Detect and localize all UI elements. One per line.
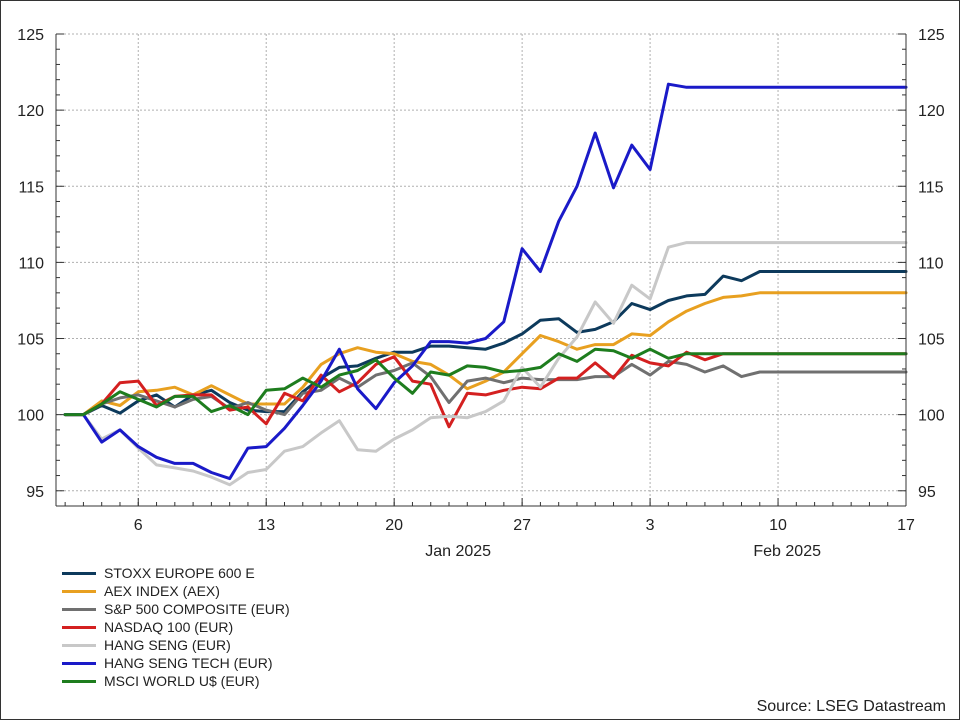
legend-label: MSCI WORLD U$ (EUR)	[104, 673, 260, 689]
y-tick-label-left: 105	[17, 332, 44, 349]
y-tick-label-right: 120	[918, 103, 945, 120]
y-tick-label-left: 125	[17, 27, 44, 44]
legend-label: HANG SENG TECH (EUR)	[104, 655, 273, 671]
legend-swatch	[62, 625, 96, 629]
series-line	[63, 270, 908, 417]
x-tick-label: 20	[385, 517, 403, 534]
y-tick-label-left: 120	[17, 103, 44, 120]
x-month-label: Jan 2025	[425, 543, 491, 560]
x-tick-label: 3	[646, 517, 655, 534]
x-tick-label: 17	[897, 517, 915, 534]
legend-label: NASDAQ 100 (EUR)	[104, 619, 234, 635]
y-tick-label-right: 105	[918, 332, 945, 349]
x-tick-label: 27	[513, 517, 531, 534]
source-note: Source: LSEG Datastream	[756, 698, 946, 715]
legend-label: STOXX EUROPE 600 E	[104, 565, 255, 581]
y-tick-label-right: 100	[918, 408, 945, 425]
y-tick-label-right: 115	[918, 179, 944, 196]
legend-label: HANG SENG (EUR)	[104, 637, 231, 653]
series-line	[63, 82, 908, 481]
legend-swatch	[62, 589, 96, 593]
y-tick-label-left: 115	[18, 179, 44, 196]
series-line	[63, 350, 908, 429]
y-tick-label-left: 110	[18, 255, 44, 272]
legend-swatch	[62, 679, 96, 683]
y-tick-label-right: 110	[918, 255, 944, 272]
legend-swatch	[62, 571, 96, 575]
legend-label: AEX INDEX (AEX)	[104, 583, 220, 599]
legend-label: S&P 500 COMPOSITE (EUR)	[104, 601, 290, 617]
series-line	[63, 291, 908, 417]
y-tick-label-right: 95	[918, 484, 936, 501]
y-tick-label-right: 125	[918, 27, 945, 44]
series-line	[63, 359, 908, 417]
legend-item: S&P 500 COMPOSITE (EUR)	[62, 600, 290, 618]
series-line	[63, 241, 908, 487]
legend-item: HANG SENG TECH (EUR)	[62, 654, 290, 672]
legend-item: STOXX EUROPE 600 E	[62, 564, 290, 582]
series-line	[63, 347, 908, 417]
legend-item: MSCI WORLD U$ (EUR)	[62, 672, 290, 690]
legend-swatch	[62, 643, 96, 647]
x-tick-label: 6	[134, 517, 143, 534]
legend-item: AEX INDEX (AEX)	[62, 582, 290, 600]
y-tick-label-left: 100	[17, 408, 44, 425]
legend-swatch	[62, 607, 96, 611]
x-tick-label: 13	[257, 517, 275, 534]
y-tick-label-left: 95	[26, 484, 44, 501]
legend-item: NASDAQ 100 (EUR)	[62, 618, 290, 636]
chart-legend: STOXX EUROPE 600 E AEX INDEX (AEX) S&P 500…	[62, 564, 290, 690]
legend-item: HANG SENG (EUR)	[62, 636, 290, 654]
x-month-label: Feb 2025	[753, 543, 821, 560]
x-tick-label: 10	[769, 517, 787, 534]
legend-swatch	[62, 661, 96, 665]
